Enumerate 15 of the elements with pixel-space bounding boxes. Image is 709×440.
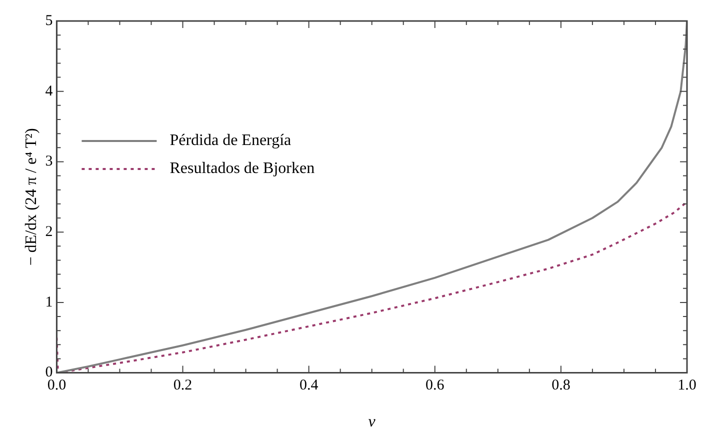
x-tick-label: 0.8 bbox=[552, 378, 570, 394]
x-tick-label: 0.6 bbox=[426, 378, 445, 394]
y-tick-label: 4 bbox=[45, 83, 54, 100]
y-tick-label: 3 bbox=[45, 154, 53, 170]
x-tick-label: 0.4 bbox=[299, 378, 319, 394]
legend-label: Resultados de Bjorken bbox=[170, 160, 315, 178]
y-tick-label: 5 bbox=[45, 12, 53, 29]
legend-label: Pérdida de Energía bbox=[170, 132, 292, 150]
y-tick-label: 1 bbox=[45, 294, 53, 310]
y-axis-title: − dE/dx (24 π / e⁴ T²) bbox=[22, 128, 40, 266]
y-tick-label: 2 bbox=[45, 224, 53, 240]
x-tick-label: 1.0 bbox=[678, 378, 696, 394]
line-series bbox=[56, 200, 687, 373]
x-axis-title: v bbox=[368, 414, 376, 431]
x-tick-label: 0.2 bbox=[173, 378, 192, 394]
